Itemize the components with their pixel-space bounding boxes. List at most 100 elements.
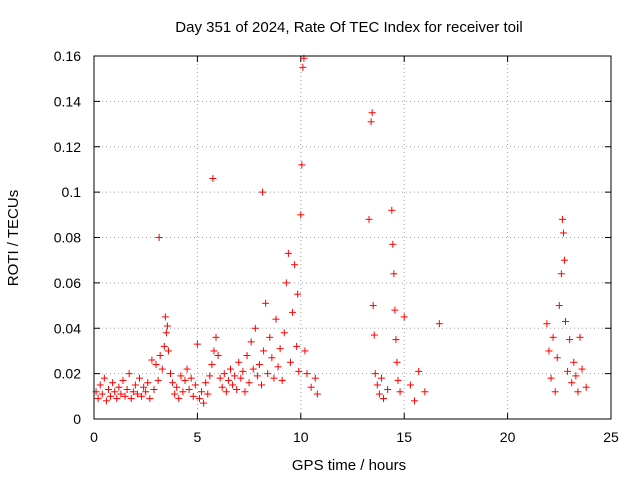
data-point-marker [220, 370, 228, 378]
data-point-marker [235, 358, 243, 366]
data-point-marker [570, 358, 578, 366]
data-point-marker [107, 392, 115, 400]
data-point-marker [375, 390, 383, 398]
data-point-marker [189, 392, 197, 400]
data-point-marker [286, 358, 294, 366]
data-point-marker [549, 333, 557, 341]
data-point-marker [156, 351, 164, 359]
data-point-marker [251, 324, 259, 332]
data-point-marker [169, 379, 177, 387]
data-point-marker [247, 338, 255, 346]
data-point-marker [406, 381, 414, 389]
data-point-marker [208, 361, 216, 369]
data-point-marker [239, 367, 247, 375]
data-point-marker [411, 397, 419, 405]
data-point-marker [562, 317, 570, 325]
data-point-marker [400, 313, 408, 321]
data-point-marker [415, 367, 423, 375]
data-point-marker [214, 351, 222, 359]
x-tick-label: 10 [293, 429, 309, 445]
data-point-marker [96, 381, 104, 389]
x-tick-label: 20 [500, 429, 516, 445]
data-point-marker [113, 395, 121, 403]
y-tick-label: 0 [73, 411, 81, 427]
data-point-marker [94, 395, 102, 403]
y-tick-label: 0.06 [54, 275, 81, 291]
data-point-marker [258, 381, 266, 389]
data-point-marker [216, 374, 224, 382]
data-point-marker [553, 354, 561, 362]
data-point-marker [582, 383, 590, 391]
y-axis-label: ROTI / TECUs [5, 190, 22, 286]
data-point-marker [557, 270, 565, 278]
data-point-marker [222, 388, 230, 396]
data-point-marker [193, 340, 201, 348]
data-point-marker [389, 240, 397, 248]
data-point-marker [295, 367, 303, 375]
data-point-marker [140, 383, 148, 391]
y-tick-label: 0.08 [54, 230, 81, 246]
data-point-marker [195, 395, 203, 403]
data-point-marker [117, 390, 125, 398]
data-point-marker [576, 333, 584, 341]
data-point-marker [543, 320, 551, 328]
data-point-marker [206, 372, 214, 380]
data-point-marker [278, 376, 286, 384]
data-point-marker [185, 386, 193, 394]
data-point-marker [421, 388, 429, 396]
data-point-marker [307, 383, 315, 391]
data-point-marker [123, 386, 131, 394]
chart-title: Day 351 of 2024, Rate Of TEC Index for r… [175, 19, 522, 36]
data-point-marker [245, 379, 253, 387]
data-point-marker [572, 372, 580, 380]
grid-lines [94, 56, 611, 419]
data-point-marker [125, 370, 133, 378]
data-point-marker [371, 370, 379, 378]
data-point-marker [555, 302, 563, 310]
data-point-marker [560, 256, 568, 264]
data-point-marker [181, 376, 189, 384]
data-point-marker [551, 388, 559, 396]
data-point-marker [301, 347, 309, 355]
data-point-marker [566, 336, 574, 344]
data-point-marker [204, 390, 212, 398]
data-point-marker [270, 374, 278, 382]
data-point-marker [152, 361, 160, 369]
data-point-marker [226, 365, 234, 373]
data-point-marker [243, 351, 251, 359]
data-point-marker [297, 211, 305, 219]
x-tick-label: 15 [396, 429, 412, 445]
data-point-marker [202, 379, 210, 387]
data-point-marker [299, 63, 307, 71]
data-point-marker [144, 379, 152, 387]
data-point-marker [100, 374, 108, 382]
data-point-marker [276, 345, 284, 353]
data-point-marker [160, 342, 168, 350]
data-point-marker [564, 367, 572, 375]
data-point-marker [146, 395, 154, 403]
data-point-marker [104, 386, 112, 394]
data-point-marker [558, 215, 566, 223]
data-point-marker [154, 376, 162, 384]
data-point-marker [171, 390, 179, 398]
data-point-marker [367, 118, 375, 126]
data-point-marker [289, 308, 297, 316]
data-point-marker [255, 361, 263, 369]
data-point-marker [198, 388, 206, 396]
data-point-marker [163, 322, 171, 330]
data-point-marker [209, 175, 217, 183]
y-tick-label: 0.02 [54, 366, 81, 382]
data-point-marker [142, 388, 150, 396]
data-point-marker [266, 333, 274, 341]
data-point-marker [394, 376, 402, 384]
data-point-marker [313, 390, 321, 398]
data-point-marker [133, 390, 141, 398]
data-point-marker [241, 388, 249, 396]
data-point-marker [396, 388, 404, 396]
data-point-marker [167, 370, 175, 378]
x-axis-label: GPS time / hours [292, 457, 406, 474]
data-point-marker [368, 109, 376, 117]
data-point-marker [280, 329, 288, 337]
